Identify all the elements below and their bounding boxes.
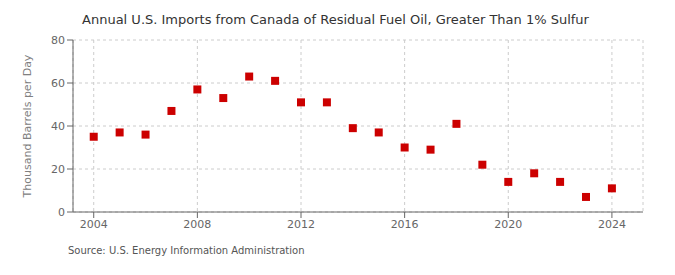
svg-text:20: 20 xyxy=(51,163,65,176)
svg-text:40: 40 xyxy=(51,120,65,133)
svg-text:2004: 2004 xyxy=(80,218,108,231)
svg-text:2012: 2012 xyxy=(287,218,315,231)
svg-text:Thousand Barrels per Day: Thousand Barrels per Day xyxy=(21,54,34,198)
svg-text:2008: 2008 xyxy=(183,218,211,231)
svg-text:60: 60 xyxy=(51,77,65,90)
html-text:Source: U.S. Energy Informatio: Source: U.S. Energy Information Administ… xyxy=(68,245,305,256)
html-text:Annual U.S. Imports from Canad: Annual U.S. Imports from Canada of Resid… xyxy=(82,12,589,27)
svg-text:2020: 2020 xyxy=(494,218,522,231)
svg-text:2024: 2024 xyxy=(598,218,626,231)
svg-text:80: 80 xyxy=(51,34,65,47)
svg-text:2016: 2016 xyxy=(391,218,419,231)
svg-text:0: 0 xyxy=(58,206,65,219)
